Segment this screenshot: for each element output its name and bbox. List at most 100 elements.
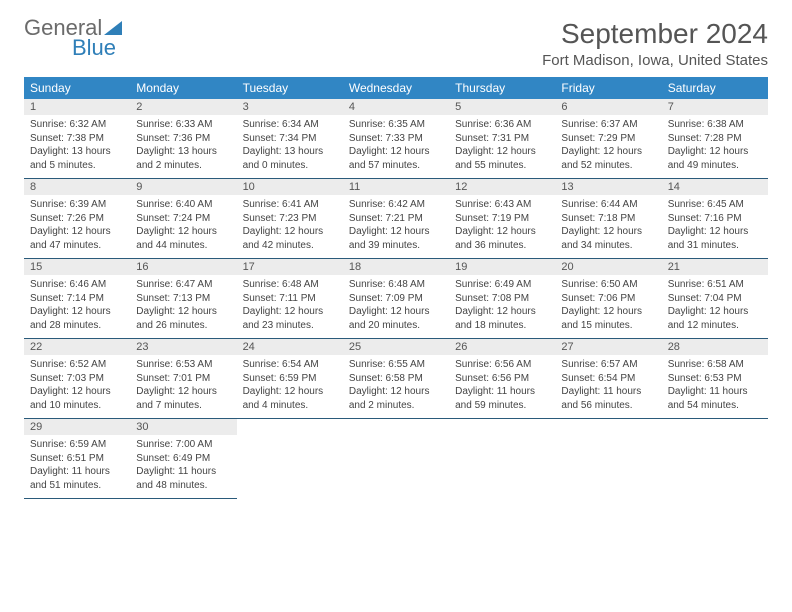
daylight-text-2: and 15 minutes. xyxy=(561,319,655,333)
day-cell: Sunrise: 6:40 AMSunset: 7:24 PMDaylight:… xyxy=(130,195,236,259)
day-cell: Sunrise: 6:41 AMSunset: 7:23 PMDaylight:… xyxy=(237,195,343,259)
sunset-text: Sunset: 6:49 PM xyxy=(136,452,230,466)
daylight-text-2: and 57 minutes. xyxy=(349,159,443,173)
sunrise-text: Sunrise: 6:52 AM xyxy=(30,358,124,372)
daylight-text: Daylight: 12 hours xyxy=(349,225,443,239)
day-header: Friday xyxy=(555,77,661,99)
sunrise-text: Sunrise: 6:33 AM xyxy=(136,118,230,132)
daylight-text-2: and 10 minutes. xyxy=(30,399,124,413)
daylight-text: Daylight: 12 hours xyxy=(136,385,230,399)
month-title: September 2024 xyxy=(542,18,768,50)
day-cell: Sunrise: 6:52 AMSunset: 7:03 PMDaylight:… xyxy=(24,355,130,419)
daylight-text: Daylight: 12 hours xyxy=(243,385,337,399)
sunrise-text: Sunrise: 6:48 AM xyxy=(243,278,337,292)
sunset-text: Sunset: 7:33 PM xyxy=(349,132,443,146)
daylight-text-2: and 51 minutes. xyxy=(30,479,124,493)
daylight-text-2: and 18 minutes. xyxy=(455,319,549,333)
sunset-text: Sunset: 7:34 PM xyxy=(243,132,337,146)
daylight-text-2: and 52 minutes. xyxy=(561,159,655,173)
day-number xyxy=(662,419,768,436)
sunrise-text: Sunrise: 6:47 AM xyxy=(136,278,230,292)
daylight-text-2: and 0 minutes. xyxy=(243,159,337,173)
daylight-text: Daylight: 12 hours xyxy=(668,305,762,319)
daylight-text: Daylight: 12 hours xyxy=(349,305,443,319)
day-cell: Sunrise: 6:48 AMSunset: 7:11 PMDaylight:… xyxy=(237,275,343,339)
day-number: 24 xyxy=(237,339,343,356)
sunrise-text: Sunrise: 6:43 AM xyxy=(455,198,549,212)
day-cell: Sunrise: 6:46 AMSunset: 7:14 PMDaylight:… xyxy=(24,275,130,339)
day-cell xyxy=(555,435,661,499)
logo-word2: Blue xyxy=(72,35,116,60)
daylight-text-2: and 54 minutes. xyxy=(668,399,762,413)
daylight-text: Daylight: 11 hours xyxy=(561,385,655,399)
sunset-text: Sunset: 6:56 PM xyxy=(455,372,549,386)
day-number: 28 xyxy=(662,339,768,356)
sunset-text: Sunset: 6:59 PM xyxy=(243,372,337,386)
sunrise-text: Sunrise: 6:46 AM xyxy=(30,278,124,292)
logo: General Blue xyxy=(24,18,122,58)
day-cell: Sunrise: 6:39 AMSunset: 7:26 PMDaylight:… xyxy=(24,195,130,259)
day-cell: Sunrise: 6:57 AMSunset: 6:54 PMDaylight:… xyxy=(555,355,661,419)
sunset-text: Sunset: 6:51 PM xyxy=(30,452,124,466)
daylight-text: Daylight: 12 hours xyxy=(349,385,443,399)
daylight-text-2: and 36 minutes. xyxy=(455,239,549,253)
sunset-text: Sunset: 7:24 PM xyxy=(136,212,230,226)
daylight-text-2: and 23 minutes. xyxy=(243,319,337,333)
sunrise-text: Sunrise: 6:38 AM xyxy=(668,118,762,132)
daylight-text: Daylight: 12 hours xyxy=(455,305,549,319)
day-cell xyxy=(343,435,449,499)
day-cell: Sunrise: 6:32 AMSunset: 7:38 PMDaylight:… xyxy=(24,115,130,179)
daylight-text-2: and 59 minutes. xyxy=(455,399,549,413)
day-cell: Sunrise: 6:50 AMSunset: 7:06 PMDaylight:… xyxy=(555,275,661,339)
day-number: 6 xyxy=(555,99,661,115)
daylight-text-2: and 12 minutes. xyxy=(668,319,762,333)
day-cell: Sunrise: 6:36 AMSunset: 7:31 PMDaylight:… xyxy=(449,115,555,179)
day-number: 7 xyxy=(662,99,768,115)
sunset-text: Sunset: 7:09 PM xyxy=(349,292,443,306)
daylight-text: Daylight: 12 hours xyxy=(136,305,230,319)
day-number: 21 xyxy=(662,259,768,276)
day-cell: Sunrise: 6:38 AMSunset: 7:28 PMDaylight:… xyxy=(662,115,768,179)
daylight-text: Daylight: 12 hours xyxy=(349,145,443,159)
day-number: 8 xyxy=(24,179,130,196)
day-number-row: 22232425262728 xyxy=(24,339,768,356)
daylight-text-2: and 39 minutes. xyxy=(349,239,443,253)
day-number: 29 xyxy=(24,419,130,436)
day-cell: Sunrise: 6:56 AMSunset: 6:56 PMDaylight:… xyxy=(449,355,555,419)
sunrise-text: Sunrise: 6:35 AM xyxy=(349,118,443,132)
sunset-text: Sunset: 7:01 PM xyxy=(136,372,230,386)
day-content-row: Sunrise: 6:59 AMSunset: 6:51 PMDaylight:… xyxy=(24,435,768,499)
sunset-text: Sunset: 7:19 PM xyxy=(455,212,549,226)
sunset-text: Sunset: 6:54 PM xyxy=(561,372,655,386)
daylight-text: Daylight: 11 hours xyxy=(455,385,549,399)
day-cell: Sunrise: 6:45 AMSunset: 7:16 PMDaylight:… xyxy=(662,195,768,259)
daylight-text-2: and 4 minutes. xyxy=(243,399,337,413)
daylight-text: Daylight: 12 hours xyxy=(30,385,124,399)
daylight-text-2: and 26 minutes. xyxy=(136,319,230,333)
day-number xyxy=(449,419,555,436)
day-number xyxy=(555,419,661,436)
daylight-text-2: and 55 minutes. xyxy=(455,159,549,173)
day-number: 30 xyxy=(130,419,236,436)
day-number: 18 xyxy=(343,259,449,276)
daylight-text: Daylight: 11 hours xyxy=(136,465,230,479)
sunset-text: Sunset: 7:06 PM xyxy=(561,292,655,306)
daylight-text: Daylight: 12 hours xyxy=(243,305,337,319)
daylight-text-2: and 2 minutes. xyxy=(349,399,443,413)
day-header: Monday xyxy=(130,77,236,99)
day-header: Saturday xyxy=(662,77,768,99)
sunrise-text: Sunrise: 6:54 AM xyxy=(243,358,337,372)
day-number: 20 xyxy=(555,259,661,276)
location: Fort Madison, Iowa, United States xyxy=(542,52,768,69)
sunrise-text: Sunrise: 6:32 AM xyxy=(30,118,124,132)
daylight-text: Daylight: 11 hours xyxy=(30,465,124,479)
daylight-text: Daylight: 11 hours xyxy=(668,385,762,399)
calendar-table: Sunday Monday Tuesday Wednesday Thursday… xyxy=(24,77,768,499)
day-cell: Sunrise: 6:55 AMSunset: 6:58 PMDaylight:… xyxy=(343,355,449,419)
day-cell: Sunrise: 6:43 AMSunset: 7:19 PMDaylight:… xyxy=(449,195,555,259)
sunrise-text: Sunrise: 6:49 AM xyxy=(455,278,549,292)
day-cell: Sunrise: 6:58 AMSunset: 6:53 PMDaylight:… xyxy=(662,355,768,419)
day-number xyxy=(237,419,343,436)
sunset-text: Sunset: 7:23 PM xyxy=(243,212,337,226)
day-cell: Sunrise: 6:37 AMSunset: 7:29 PMDaylight:… xyxy=(555,115,661,179)
